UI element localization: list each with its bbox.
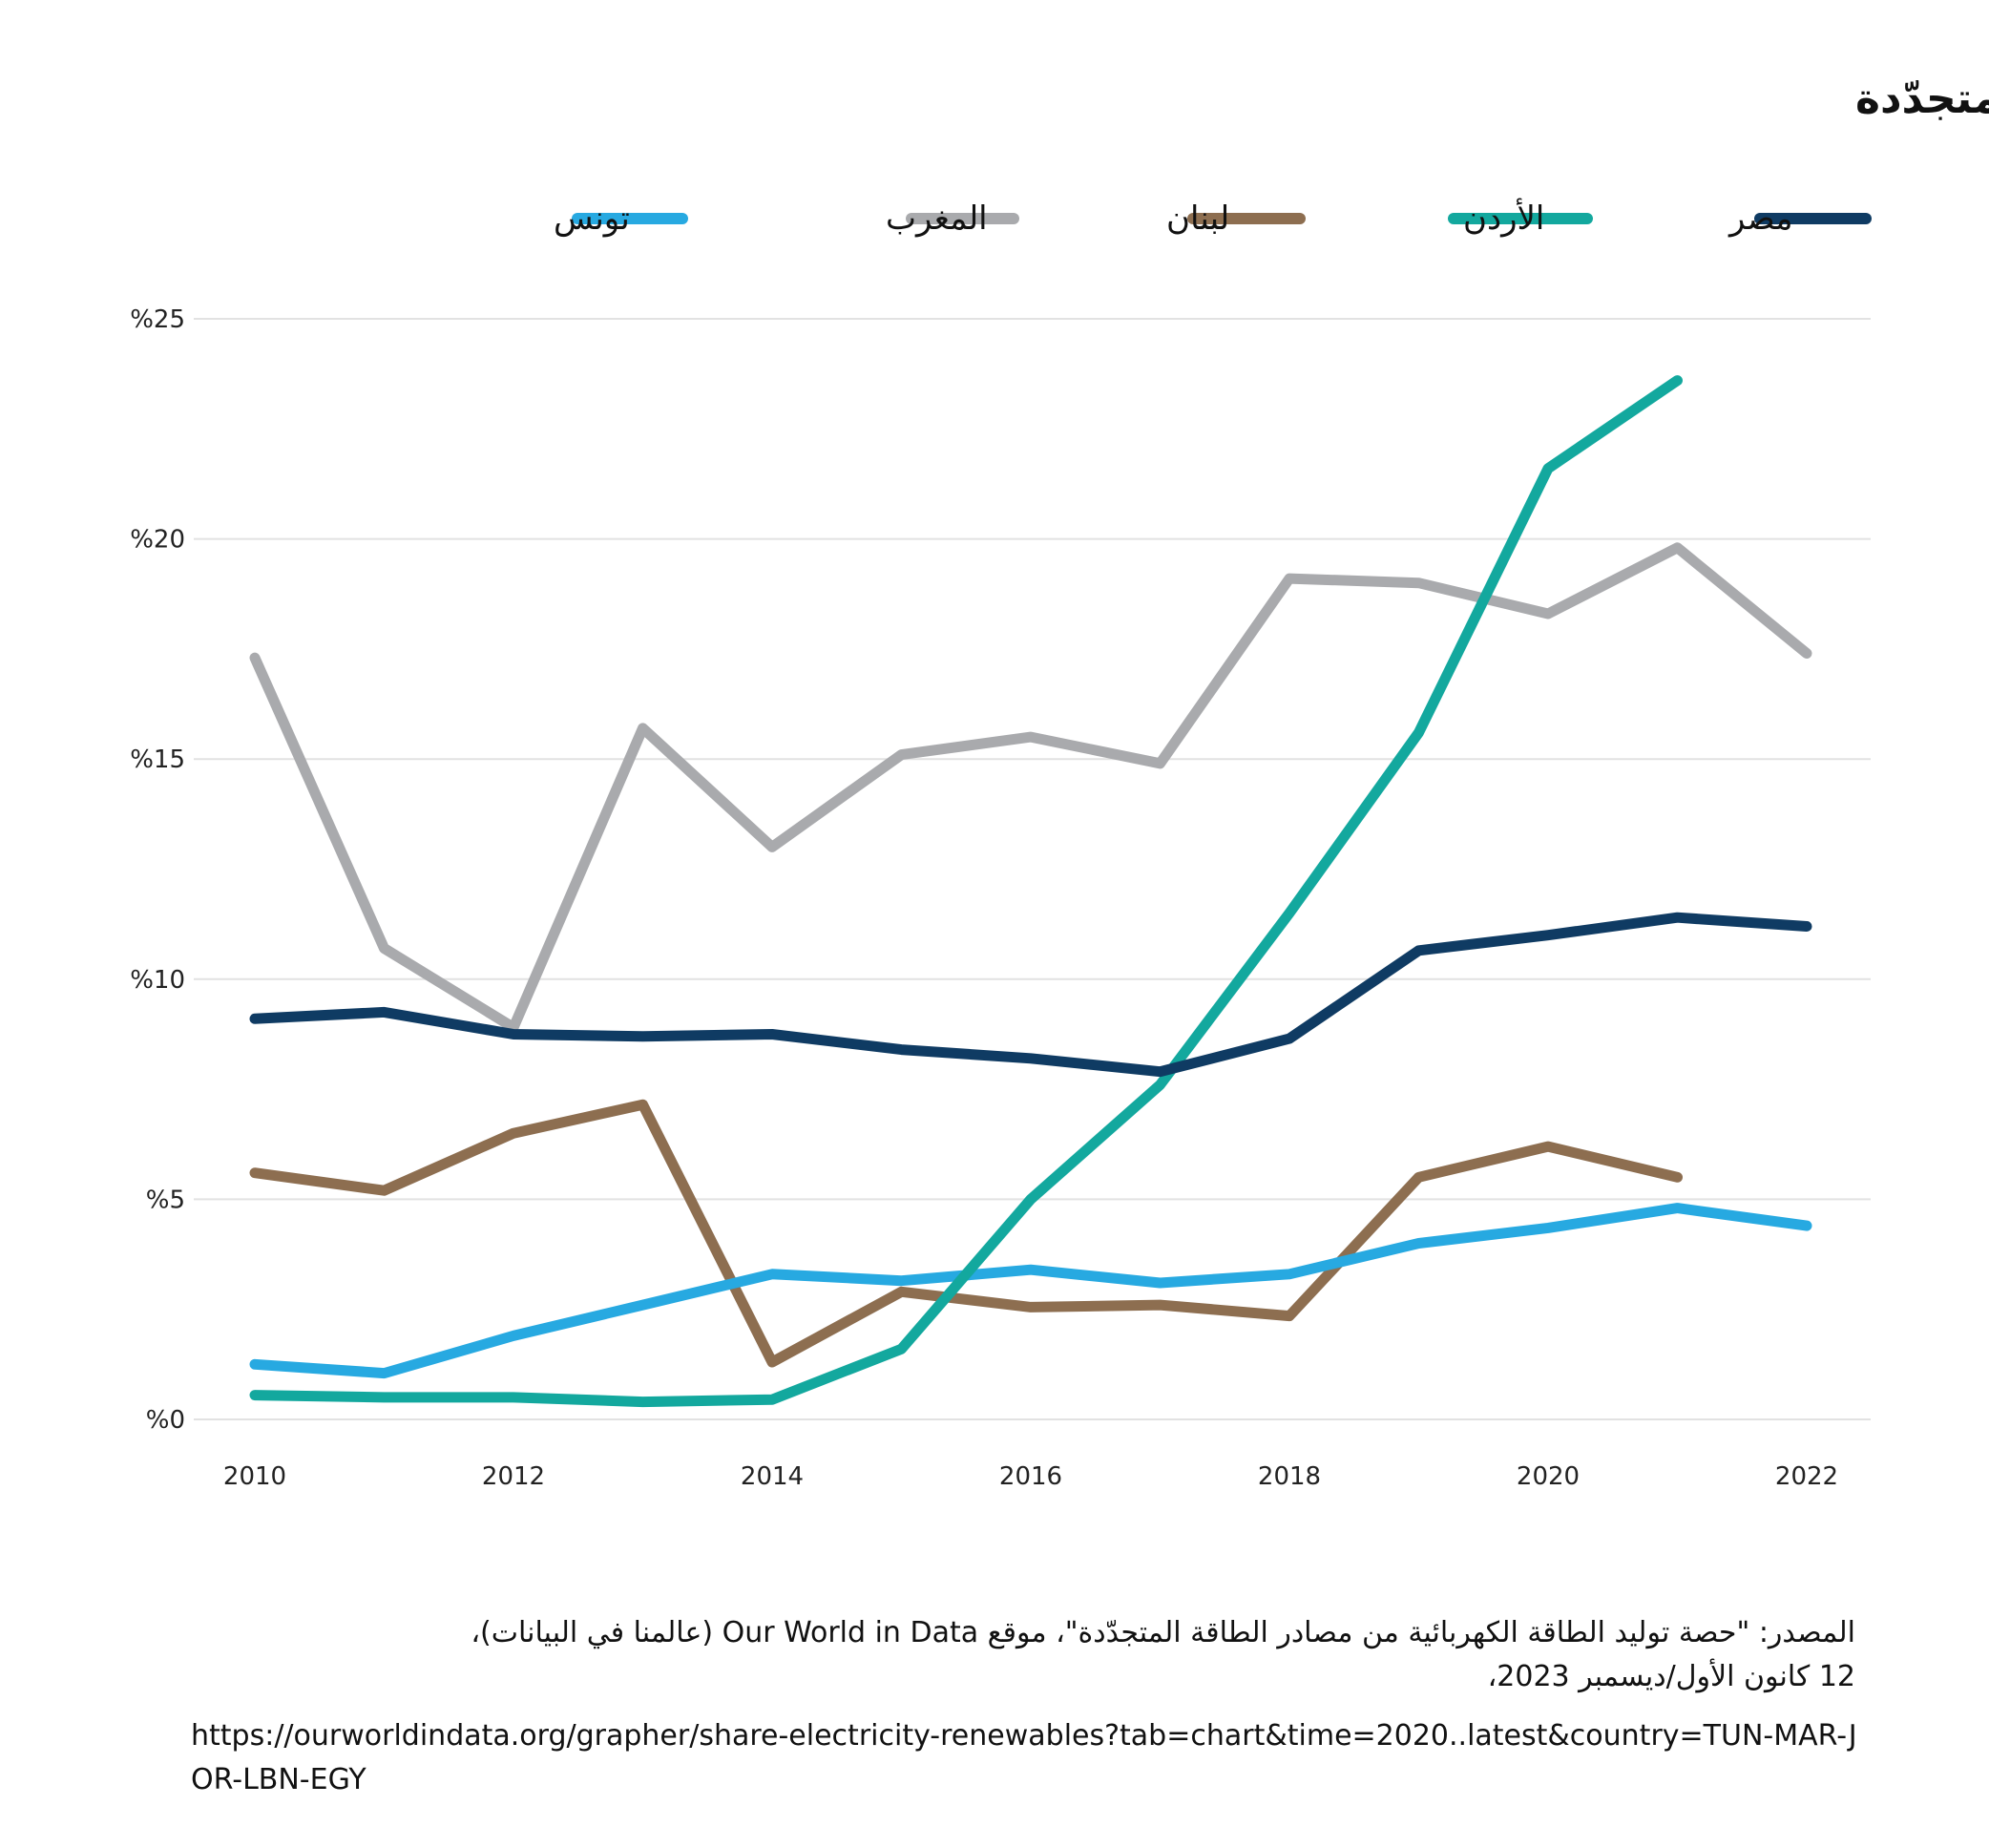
x-axis: 2010 2012 2014 2016 2018 2020 2022 [223, 1462, 1838, 1491]
x-tick-label: 2022 [1775, 1462, 1838, 1491]
legend-label: المغرب [886, 200, 988, 238]
legend-label: لبنان [1166, 200, 1229, 238]
source-line-2: 12 كانون الأول/ديسمبر 2023، [1487, 1660, 1855, 1693]
chart-title: الشكل 2. حصة توليد الطاقة الكهربائية من … [1855, 74, 1989, 123]
x-tick-label: 2020 [1517, 1462, 1580, 1491]
series-line-3 [249, 542, 1812, 1033]
legend-label: تونس [554, 200, 630, 238]
source-note: المصدر: "حصة توليد الطاقة الكهربائية من … [157, 1611, 1855, 1699]
y-axis: %0 %5 %10 %15 %20 %25 [130, 305, 185, 1435]
y-tick-label: %15 [130, 746, 185, 774]
legend-label: مصر [1727, 200, 1792, 238]
legend: مصر الأردن لبنان المغرب تونس [554, 198, 1872, 238]
legend-label: الأردن [1463, 198, 1544, 238]
y-tick-label: %0 [146, 1406, 185, 1435]
grid [194, 318, 1871, 1420]
x-tick-label: 2018 [1258, 1462, 1321, 1491]
source-line-1: المصدر: "حصة توليد الطاقة الكهربائية من … [471, 1616, 1855, 1649]
y-tick-label: %10 [130, 966, 185, 995]
y-tick-label: %5 [146, 1186, 185, 1214]
x-tick-label: 2012 [482, 1462, 545, 1491]
x-tick-label: 2010 [223, 1462, 286, 1491]
y-tick-label: %25 [130, 305, 185, 334]
x-tick-label: 2016 [999, 1462, 1062, 1491]
series-line-2 [249, 1099, 1683, 1368]
series-lines [249, 375, 1812, 1408]
series-line-0 [249, 912, 1812, 1078]
y-tick-label: %20 [130, 526, 185, 555]
series-line-1 [249, 375, 1683, 1408]
series-line-4 [249, 1203, 1812, 1379]
x-tick-label: 2014 [741, 1462, 804, 1491]
source-url[interactable]: https://ourworldindata.org/grapher/share… [191, 1719, 1857, 1796]
